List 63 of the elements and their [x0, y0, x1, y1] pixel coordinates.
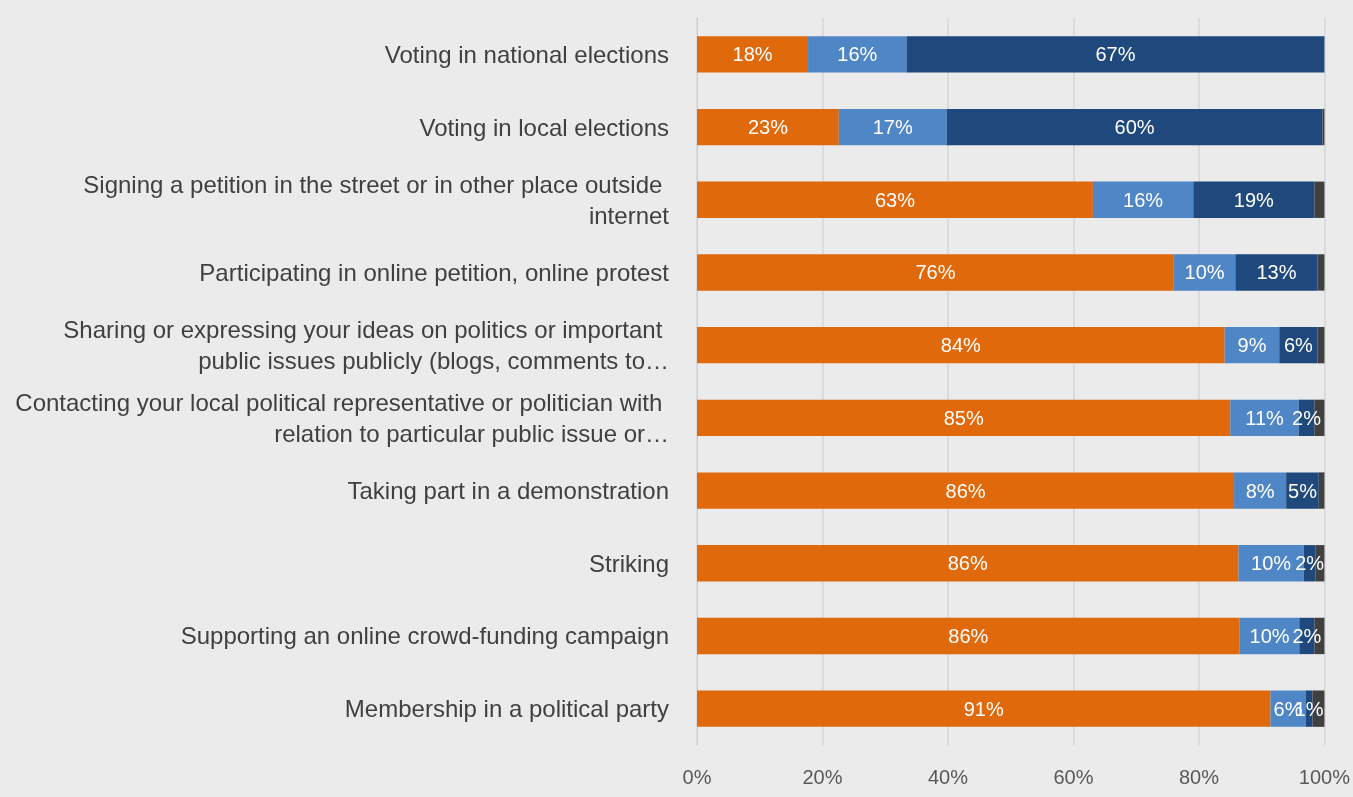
data-label: 86%: [945, 479, 986, 502]
y-tick-label: Supporting an online crowd-funding campaign: [180, 622, 669, 650]
y-tick-label: Voting in national elections: [384, 40, 669, 68]
data-label: 86%: [947, 552, 988, 575]
y-tick-label: Signing a petition in the street or in other place outside internet: [83, 170, 670, 229]
data-label: 84%: [940, 334, 982, 357]
data-label: 9%: [1237, 334, 1267, 357]
data-label: 10%: [1251, 552, 1292, 575]
data-label: 19%: [1233, 188, 1275, 211]
bar: [838, 108, 947, 146]
data-label: 63%: [874, 188, 916, 211]
y-tick-label: Participating in online petition, online protest: [199, 258, 670, 286]
y-tick-label: Sharing or expressing your ideas on politics or important public issues publicly (blogs, comments to…: [63, 316, 669, 375]
bar: [697, 472, 1235, 509]
data-label: 8%: [1245, 479, 1275, 502]
bar: [697, 254, 1174, 291]
data-label: 2%: [1295, 552, 1325, 575]
data-label: 86%: [948, 624, 989, 647]
data-label: 13%: [1256, 261, 1297, 284]
data-label: 60%: [1114, 116, 1155, 139]
x-tick-label: 100%: [1298, 766, 1351, 788]
bar: [1314, 181, 1325, 218]
x-tick-label: 60%: [1053, 766, 1094, 788]
bar: [697, 617, 1240, 655]
bar: [808, 36, 907, 73]
bar: [906, 36, 1325, 73]
data-label: 10%: [1249, 624, 1290, 647]
data-label: 5%: [1288, 479, 1318, 502]
bar: [697, 326, 1225, 364]
y-tick-label: Voting in local elections: [419, 113, 669, 141]
bar: [697, 690, 1271, 727]
x-tick-label: 80%: [1178, 766, 1220, 788]
x-tick-label: 0%: [682, 766, 712, 788]
data-label: 6%: [1283, 334, 1314, 357]
bar: [697, 108, 839, 146]
data-label: 16%: [1123, 188, 1164, 211]
y-tick-label: Taking part in a demonstration: [347, 477, 669, 505]
bar: [1092, 181, 1194, 218]
data-label: 2%: [1292, 406, 1322, 429]
y-tick-label: Striking: [588, 549, 669, 577]
bar: [1193, 181, 1315, 218]
data-label: 85%: [943, 406, 984, 429]
data-label: 16%: [837, 43, 878, 66]
data-label: 76%: [915, 261, 956, 284]
bar: [946, 108, 1323, 146]
bar: [697, 545, 1239, 582]
data-label: 23%: [747, 116, 789, 139]
data-label: 2%: [1292, 624, 1322, 647]
bar: [1318, 472, 1325, 509]
bar: [1235, 254, 1318, 291]
bar: [697, 399, 1231, 437]
bar: [697, 36, 809, 73]
bar: [697, 181, 1093, 218]
data-label: 10%: [1184, 261, 1225, 284]
x-tick-label: 20%: [802, 766, 843, 788]
x-tick-label: 40%: [927, 766, 969, 788]
data-label: 67%: [1095, 43, 1136, 66]
data-label: 91%: [963, 697, 1004, 720]
data-label: 17%: [872, 116, 913, 139]
y-tick-label: Membership in a political party: [344, 695, 669, 723]
y-tick-label: Contacting your local political representative or politician with relation to particular public issue or…: [15, 388, 669, 447]
data-label: 11%: [1245, 406, 1284, 429]
data-label: 18%: [732, 43, 773, 66]
